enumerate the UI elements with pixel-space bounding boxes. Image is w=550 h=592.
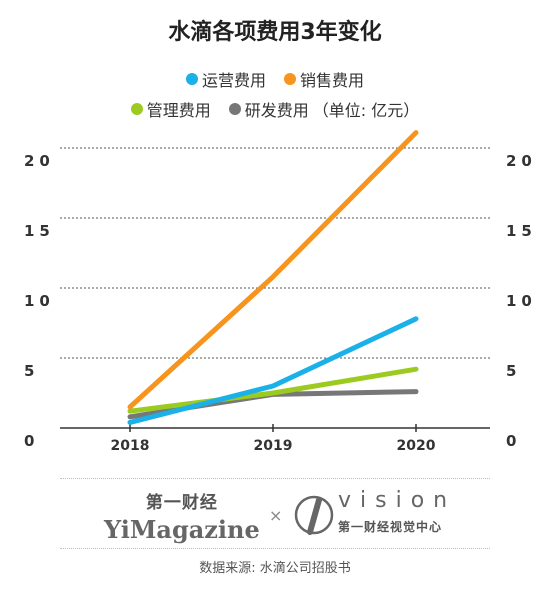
ytick-left-5: 5 xyxy=(24,362,39,380)
yimagazine-logo: 第一财经 YiMagazine xyxy=(104,488,260,544)
series-line-2 xyxy=(127,366,419,414)
legend-label-rd: 研发费用 xyxy=(244,101,309,120)
chart-title: 水滴各项费用3年变化 xyxy=(168,20,382,45)
xtick-label-2018: 2018 xyxy=(111,438,150,454)
yimagazine-cn: 第一财经 xyxy=(145,493,218,513)
brand-bar: 第一财经 YiMagazine × vision 第一财经视觉中心 xyxy=(0,488,550,544)
footer-rule-bottom xyxy=(60,548,490,549)
ytick-left-20: 20 xyxy=(24,152,55,170)
vision-en: vision xyxy=(338,488,457,513)
footer-rule-top xyxy=(60,478,490,479)
legend-label-ops: 运营费用 xyxy=(201,71,266,90)
ytick-right-20: 20 xyxy=(506,152,537,170)
ytick-right-5: 5 xyxy=(506,362,521,380)
legend-dot-sales xyxy=(284,73,296,85)
legend-item-rd: 研发费用 （单位: 亿元） xyxy=(228,97,420,121)
yimagazine-en: YiMagazine xyxy=(104,515,260,544)
legend-item-ops: 运营费用 xyxy=(185,67,266,91)
unit-note: （单位: 亿元） xyxy=(312,101,420,120)
legend-label-sales: 销售费用 xyxy=(300,71,365,90)
data-source: 数据来源: 水滴公司招股书 xyxy=(199,561,351,576)
series-line-0 xyxy=(127,316,419,425)
vision-mark-icon xyxy=(294,495,334,535)
ytick-left-15: 15 xyxy=(24,222,55,240)
ytick-left-10: 10 xyxy=(24,292,55,310)
series-lines xyxy=(127,130,419,425)
legend-item-sales: 销售费用 xyxy=(284,67,364,91)
ytick-left-0: 0 xyxy=(24,432,39,450)
ytick-right-0: 0 xyxy=(506,432,521,450)
xtick-label-2020: 2020 xyxy=(397,438,436,454)
series-line-1 xyxy=(127,130,419,410)
ytick-right-15: 15 xyxy=(506,222,537,240)
legend-dot-admin xyxy=(130,103,143,115)
legend-dot-ops xyxy=(185,73,198,85)
legend-row-2: 管理费用 研发费用 （单位: 亿元） xyxy=(0,97,550,121)
brand-separator: × xyxy=(269,506,283,525)
vision-logo: vision 第一财经视觉中心 xyxy=(294,488,464,544)
legend-row-1: 运营费用 销售费用 xyxy=(0,67,550,91)
grid xyxy=(60,147,490,432)
legend-item-admin: 管理费用 xyxy=(130,97,211,121)
ytick-right-10: 10 xyxy=(506,292,537,310)
vision-cn: 第一财经视觉中心 xyxy=(338,520,443,534)
legend-label-admin: 管理费用 xyxy=(146,101,211,120)
legend-dot-rd xyxy=(228,103,241,115)
xtick-label-2019: 2019 xyxy=(254,438,293,454)
